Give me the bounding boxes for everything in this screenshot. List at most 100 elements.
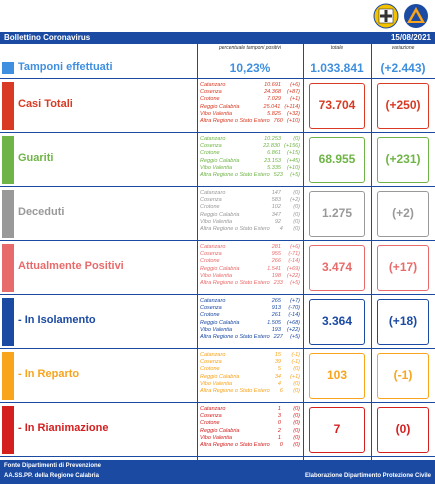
province-delta: (-1) <box>291 359 300 366</box>
province-value: 10.253 <box>264 136 281 142</box>
list-item: Catanzaro 15 (-1) <box>200 352 300 359</box>
province-value: 0 <box>279 442 283 449</box>
province-value: 265 <box>271 298 281 304</box>
province-name: Catanzaro <box>200 82 226 88</box>
province-name: Reggio Calabria <box>200 157 240 164</box>
list-item: Vibo Valentia 92 (0) <box>200 219 300 226</box>
province-name: Altra Regione o Stato Estero <box>200 280 270 287</box>
province-value: 92 <box>274 218 281 225</box>
section-separator <box>0 348 435 349</box>
province-value: 4 <box>279 226 283 233</box>
casi-variation: (+250) <box>385 98 421 112</box>
province-delta: (0) <box>293 380 300 387</box>
province-delta: (+7) <box>290 298 300 304</box>
province-value: 4 <box>277 380 281 387</box>
positivi-variation: (+17) <box>388 260 418 274</box>
province-value: 1.541 <box>267 265 281 272</box>
section-separator <box>0 132 435 133</box>
rianimazione-variation: (0) <box>395 422 411 436</box>
column-separator <box>197 44 198 460</box>
province-delta: (+2) <box>290 197 300 204</box>
province-delta: (+10) <box>287 164 300 171</box>
footer-elaboration: Elaborazione Dipartimento Protezione Civ… <box>304 473 431 479</box>
section-isolamento: - In Isolamento Catanzaro 265 (+7) Cosenza 91… <box>0 296 435 350</box>
rianimazione-province-list: Catanzaro 1 (0) Cosenza 3 (0) Crotone 0 (0) Reggi… <box>200 406 300 449</box>
list-item: Cosenza 39 (-1) <box>200 359 300 366</box>
province-delta: (+15) <box>287 150 300 157</box>
province-name: Vibo Valentia <box>200 434 233 441</box>
province-delta: (0) <box>293 204 300 211</box>
tamponi-label: Tamponi effettuati <box>18 61 113 73</box>
deceduti-total: 1.275 <box>321 206 353 220</box>
reparto-total: 103 <box>326 368 348 382</box>
list-item: Altra Regione o Stato Estero 4 (0) <box>200 226 300 233</box>
percent-subheader: percentuale tamponi positivi <box>219 45 281 51</box>
section-separator <box>0 78 435 79</box>
province-name: Crotone <box>200 150 220 157</box>
list-item: Reggio Calabria 1.505 (+68) <box>200 320 300 327</box>
province-value: 0 <box>277 420 281 427</box>
province-name: Crotone <box>200 258 220 265</box>
province-value: 6 <box>279 388 283 395</box>
list-item: Catanzaro 281 (+6) <box>200 244 300 251</box>
province-delta: (+10) <box>287 118 300 125</box>
province-name: Altra Regione o Stato Estero <box>200 388 270 395</box>
province-value: 102 <box>271 204 281 211</box>
province-delta: (+5) <box>290 334 300 341</box>
column-separator <box>303 44 304 460</box>
province-delta: (0) <box>293 226 300 233</box>
total-subheader: totale <box>330 45 344 51</box>
list-item: Reggio Calabria 25.041 (+114) <box>200 104 300 111</box>
province-delta: (+45) <box>287 157 300 164</box>
province-name: Cosenza <box>200 413 222 420</box>
province-delta: (-14) <box>288 258 300 265</box>
province-name: Cosenza <box>200 251 222 258</box>
province-name: Reggio Calabria <box>200 211 240 218</box>
province-name: Catanzaro <box>200 298 226 304</box>
section-positivi: Attualmente Positivi Catanzaro 281 (+6) Cose… <box>0 242 435 296</box>
footer: Fonte Dipartimenti di Prevenzione AA.SS.… <box>0 460 435 484</box>
positivi-variation-box <box>377 245 429 291</box>
province-name: Altra Regione o Stato Estero <box>200 226 270 233</box>
province-delta: (0) <box>293 218 300 225</box>
list-item: Cosenza 913 (-70) <box>200 305 300 312</box>
rianimazione-total-box <box>309 407 365 453</box>
deceduti-label: Deceduti <box>18 206 65 218</box>
guariti-variation-box <box>377 137 429 183</box>
province-delta: (0) <box>293 366 300 373</box>
reparto-label: - In Reparto <box>18 368 80 380</box>
province-value: 760 <box>273 118 283 125</box>
title-bar: Bollettino Coronavirus 15/08/2021 <box>0 32 435 44</box>
province-value: 2 <box>277 427 281 434</box>
rianimazione-color-bar <box>2 406 14 454</box>
list-item: Cosenza 24.368 (+87) <box>200 89 300 96</box>
list-item: Crotone 261 (-14) <box>200 312 300 319</box>
province-delta: (0) <box>293 427 300 434</box>
province-delta: (+32) <box>287 110 300 117</box>
list-item: Vibo Valentia 198 (+22) <box>200 273 300 280</box>
page-title: Bollettino Coronavirus <box>4 33 91 42</box>
logos <box>373 3 429 29</box>
list-item: Crotone 102 (0) <box>200 204 300 211</box>
rianimazione-label: - In Rianimazione <box>18 422 109 434</box>
province-name: Catanzaro <box>200 136 226 142</box>
province-delta: (0) <box>293 388 300 395</box>
province-name: Crotone <box>200 96 220 103</box>
province-delta: (+22) <box>287 272 300 279</box>
province-delta: (0) <box>293 420 300 427</box>
isolamento-variation: (+18) <box>388 314 418 328</box>
province-name: Reggio Calabria <box>200 427 240 434</box>
isolamento-color-bar <box>2 298 14 346</box>
guariti-label: Guariti <box>18 152 54 164</box>
province-delta: (0) <box>293 211 300 218</box>
footer-source-line2: AA.SS.PP. della Regione Calabria <box>4 473 99 479</box>
province-name: Vibo Valentia <box>200 110 233 117</box>
positivi-color-bar <box>2 244 14 292</box>
province-delta: (+5) <box>290 172 300 179</box>
section-guariti: Guariti Catanzaro 10.253 (0) Cosenza 22.830 (+… <box>0 134 435 188</box>
list-item: Altra Regione o Stato Estero 6 (0) <box>200 388 300 395</box>
guariti-province-list: Catanzaro 10.253 (0) Cosenza 22.830 (+156) Cro… <box>200 136 300 179</box>
province-value: 25.041 <box>263 103 281 110</box>
header-top <box>0 0 435 32</box>
list-item: Vibo Valentia 1 (0) <box>200 435 300 442</box>
